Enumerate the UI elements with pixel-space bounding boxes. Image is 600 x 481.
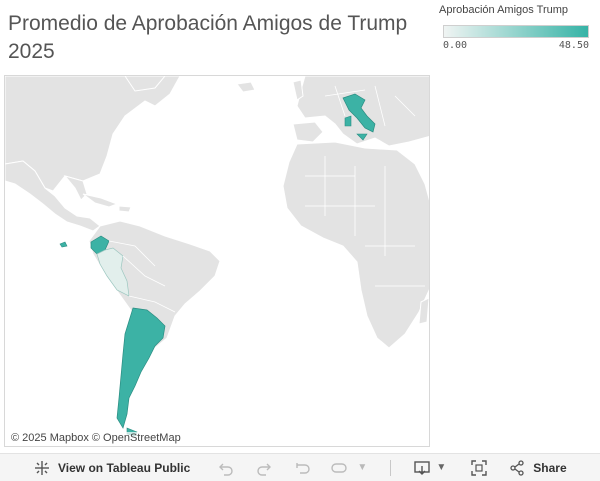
europe-borders (324, 85, 416, 127)
country-italy[interactable] (342, 93, 376, 133)
tableau-icon (32, 458, 52, 478)
land-madagascar (418, 297, 429, 325)
country-italy-sardinia[interactable] (344, 115, 352, 127)
land-iberia (292, 121, 324, 143)
fullscreen-icon[interactable] (469, 458, 489, 478)
country-italy-sicily[interactable] (356, 133, 368, 141)
view-on-tableau-button[interactable]: View on Tableau Public (32, 458, 190, 478)
country-argentina[interactable] (116, 307, 166, 429)
page-title: Promedio de Aprobación Amigos de Trump 2… (8, 12, 408, 63)
color-legend: Aprobación Amigos Trump 0.00 48.50 (438, 4, 594, 51)
legend-min-label: 0.00 (443, 40, 468, 51)
land-south-america (88, 220, 221, 349)
land-canada-islands (124, 76, 166, 92)
legend-title: Aprobación Amigos Trump (439, 4, 569, 16)
africa-borders (305, 156, 425, 287)
revert-icon[interactable] (292, 458, 312, 478)
download-icon[interactable] (413, 458, 433, 478)
download-chevron-icon[interactable]: ▼ (436, 462, 447, 473)
chevron-down-icon[interactable]: ▼ (357, 462, 368, 473)
country-peru[interactable] (96, 247, 130, 297)
land-hispaniola (118, 205, 132, 213)
share-label: Share (533, 460, 567, 475)
map-canvas[interactable] (5, 76, 430, 447)
land-iceland (236, 81, 256, 93)
land-britain (292, 79, 304, 101)
toolbar-divider (390, 459, 392, 476)
land-florida (63, 175, 88, 201)
undo-icon[interactable] (216, 458, 236, 478)
redo-icon[interactable] (254, 458, 274, 478)
view-on-tableau-label: View on Tableau Public (58, 460, 191, 475)
land-cuba (82, 193, 119, 208)
pause-icon[interactable] (330, 458, 350, 478)
legend-max-label: 48.50 (558, 40, 589, 51)
land-mexico-central-america (5, 160, 101, 232)
south-america-borders (108, 240, 176, 313)
share-icon (507, 458, 527, 478)
share-button[interactable]: Share (507, 458, 567, 478)
map-attribution[interactable]: © 2025 Mapbox © OpenStreetMap (9, 432, 183, 444)
choropleth-map[interactable]: © 2025 Mapbox © OpenStreetMap (4, 75, 430, 447)
tableau-toolbar: View on Tableau Public ▼ ▼ Share (0, 453, 600, 481)
legend-gradient-bar (443, 25, 589, 38)
land-africa (282, 141, 429, 349)
land-galapagos (59, 241, 68, 248)
